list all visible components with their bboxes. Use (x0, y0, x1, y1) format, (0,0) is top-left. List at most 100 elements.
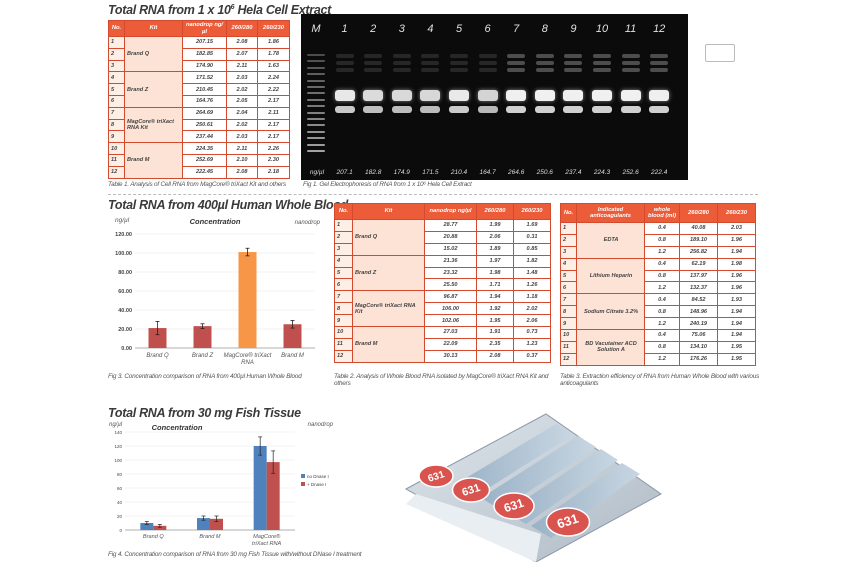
rna-band-18s (391, 106, 412, 113)
group-label: Brand Q (124, 35, 183, 73)
table-cell: 1.26 (513, 278, 551, 292)
lane-concentration: 222.4 (651, 169, 668, 176)
rna-band-high (335, 54, 354, 58)
table-cell: 2.08 (226, 36, 258, 49)
section3-title: Total RNA from 30 mg Fish Tissue (108, 406, 301, 420)
row-number: 4 (560, 257, 577, 271)
row-number: 2 (560, 233, 577, 247)
y-tick-label: 80 (117, 472, 123, 477)
section1-title: Total RNA from 1 x 106 Hela Cell Extract (108, 3, 331, 17)
table-cell: 137.97 (679, 269, 718, 283)
rna-band-high (392, 54, 411, 58)
col-header: Kit (124, 20, 183, 37)
rna-band-18s (592, 106, 612, 113)
lane-label: 4 (427, 23, 434, 35)
table-cell: 1.23 (513, 337, 551, 351)
col-header: 260/230 (513, 203, 551, 220)
table-cell: 1.97 (476, 254, 514, 268)
rna-band-18s (477, 106, 498, 113)
table2-whole-blood: No. Kit nanodrop ng/µl 260/280 260/230 1 Brand… (334, 203, 551, 363)
table-cell: 1.94 (717, 329, 756, 342)
row-number: 1 (108, 36, 125, 49)
ladder-band (307, 130, 325, 133)
gel-electrophoresis-image: M 1 207.1 2 182.8 3 174.9 4 171.5 5 210.4 6 164.7 7 26… (301, 14, 688, 180)
fig3-caption: Fig 3. Concentration comparison of RNA f… (108, 373, 302, 380)
legend-label: nanodrop (308, 422, 334, 428)
rna-band-high (621, 61, 640, 65)
group-label: EDTA (576, 222, 645, 259)
legend-label: nanodrop (295, 220, 321, 226)
rna-band-18s (649, 106, 670, 113)
table-row: 11 22.09 2.35 1.23 (334, 337, 551, 351)
rna-band-high (507, 68, 526, 72)
table-row: 2 182.85 2.07 1.78 (108, 47, 290, 61)
ladder-band (307, 86, 325, 88)
cartridge-label-text: 631 (461, 482, 482, 499)
table-cell: 134.10 (679, 340, 718, 354)
table-cell: 1.94 (717, 305, 756, 319)
table-row: 3 174.90 2.11 1.63 (108, 59, 290, 73)
row-number: 3 (334, 242, 353, 256)
table-cell: 0.8 (644, 269, 680, 283)
table-cell: 106.00 (424, 302, 477, 316)
bar (253, 446, 267, 530)
x-tick-label: Brand M (281, 353, 304, 359)
table-row: 5 23.32 1.98 1.48 (334, 266, 551, 280)
rna-band-28s (649, 90, 670, 101)
rna-band-high (450, 61, 468, 65)
row-number: 11 (108, 153, 125, 167)
table-cell: 2.17 (257, 130, 290, 144)
rna-band-high (621, 68, 640, 72)
table-cell: 2.03 (226, 71, 258, 85)
group-label: Brand Q (352, 219, 425, 256)
lane-concentration: 224.3 (593, 169, 611, 176)
rna-band-high (535, 61, 554, 65)
col-header: No. (108, 20, 125, 37)
row-number: 5 (560, 269, 577, 283)
table-cell: 2.11 (226, 59, 258, 73)
table-cell: 1.99 (476, 219, 514, 232)
table-cell: 2.22 (257, 83, 290, 96)
table-cell: 1.96 (717, 269, 756, 283)
table-cell: 0.8 (644, 340, 680, 354)
divider (108, 194, 758, 195)
table-cell: 2.08 (476, 349, 514, 363)
rna-band-high (392, 61, 411, 65)
row-number: 10 (334, 326, 353, 339)
col-header: 260/280 (679, 203, 718, 223)
row-number: 12 (334, 349, 353, 363)
col-header: whole blood (ml) (644, 203, 680, 223)
group-label: Brand M (352, 326, 425, 363)
table-cell: 75.06 (679, 329, 718, 342)
col-header: 260/230 (257, 20, 290, 37)
bar (266, 462, 280, 530)
table-cell: 132.37 (679, 281, 718, 295)
y-tick-label: 100.00 (115, 251, 132, 257)
table-cell: 1.91 (476, 326, 514, 339)
legend-swatch (301, 482, 305, 486)
table-cell: 21.36 (424, 254, 477, 268)
row-number: 10 (108, 142, 125, 155)
rna-band-high (364, 68, 383, 72)
table-cell: 1.92 (476, 302, 514, 316)
table-cell: 0.8 (644, 233, 680, 247)
table-row: 10 Brand M 224.35 2.11 2.26 (108, 142, 290, 179)
table-cell: 30.13 (424, 349, 477, 363)
row-number: 4 (334, 254, 353, 268)
bar (148, 328, 167, 348)
table-cell: 1.2 (644, 317, 680, 331)
table-cell: 189.10 (679, 233, 718, 247)
table-cell: 256.82 (679, 245, 718, 259)
col-header: nanodrop ng/µl (182, 20, 227, 37)
table-row: 1 Brand Q 28.77 1.99 1.69 (334, 219, 551, 256)
rna-band-18s (563, 106, 584, 113)
table-cell: 2.05 (226, 94, 258, 108)
x-tick-label: Brand Q (143, 534, 164, 540)
table-cell: 0.4 (644, 257, 680, 271)
rna-band-high (507, 61, 526, 65)
legend-series-label: + Dnase I (307, 482, 326, 487)
